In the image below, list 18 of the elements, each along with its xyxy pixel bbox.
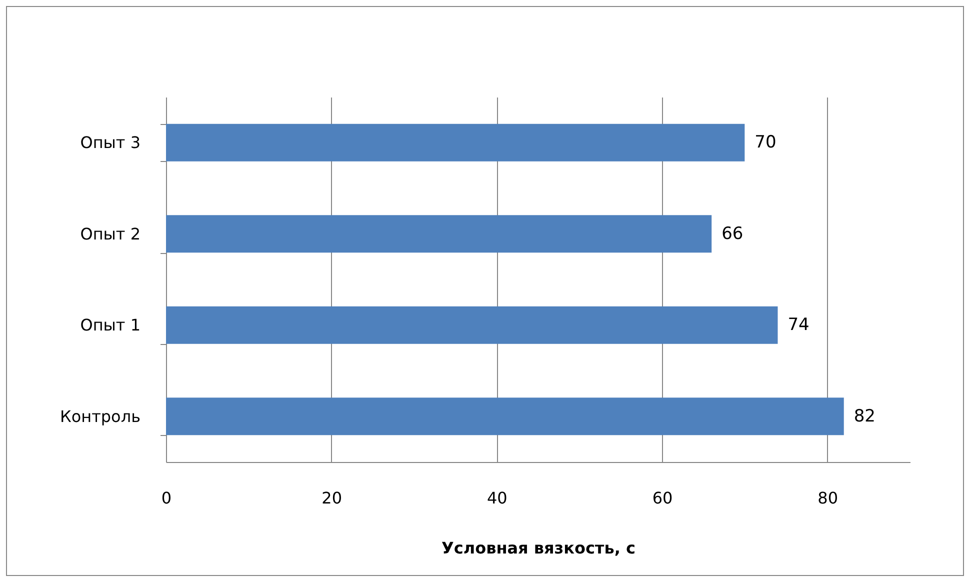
x-axis-title: Условная вязкость, с (442, 538, 636, 558)
x-tick-label: 80 (818, 488, 838, 508)
y-tick-label: Опыт 1 (80, 316, 140, 335)
data-label: 70 (754, 132, 776, 153)
data-label: 66 (722, 224, 744, 244)
bar (166, 306, 778, 344)
bar (166, 398, 844, 436)
y-tick-label: Опыт 2 (80, 224, 140, 244)
x-tick-label: 60 (652, 488, 673, 508)
y-tick-label: Опыт 3 (80, 133, 140, 152)
x-tick-label: 0 (161, 488, 172, 508)
data-label: 82 (854, 406, 876, 426)
x-tick-label: 40 (486, 488, 508, 508)
data-label: 74 (788, 315, 810, 336)
bar (166, 124, 745, 162)
bar (166, 215, 712, 253)
x-tick-label: 20 (322, 488, 342, 508)
y-tick-label: Контроль (60, 406, 140, 426)
